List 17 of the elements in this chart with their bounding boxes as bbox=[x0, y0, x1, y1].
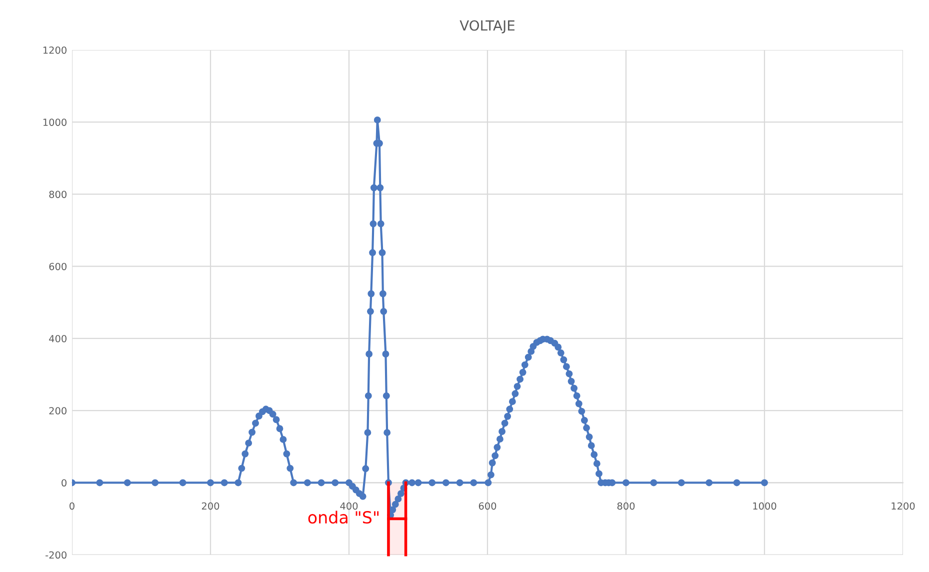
y-tick-label: 200 bbox=[49, 407, 66, 414]
chart-title: VOLTAJE bbox=[460, 20, 514, 34]
x-tick-label: 400 bbox=[340, 502, 358, 510]
x-tick-label: 1000 bbox=[753, 502, 776, 510]
y-tick-label: -200 bbox=[46, 551, 66, 559]
y-tick-label: 1000 bbox=[43, 118, 66, 126]
y-tick-label: 0 bbox=[62, 479, 66, 487]
y-tick-label: 800 bbox=[49, 190, 66, 198]
y-tick-label: 400 bbox=[49, 334, 66, 342]
x-tick-label: 800 bbox=[617, 502, 635, 510]
band-label: onda "S" bbox=[308, 510, 379, 524]
x-tick-label: 1200 bbox=[892, 502, 915, 510]
x-tick-label: 600 bbox=[478, 502, 496, 510]
x-tick-label: 0 bbox=[70, 502, 74, 510]
y-tick-label: 600 bbox=[49, 262, 66, 270]
y-tick-label: 1200 bbox=[43, 46, 66, 54]
x-tick-label: 200 bbox=[202, 502, 220, 510]
